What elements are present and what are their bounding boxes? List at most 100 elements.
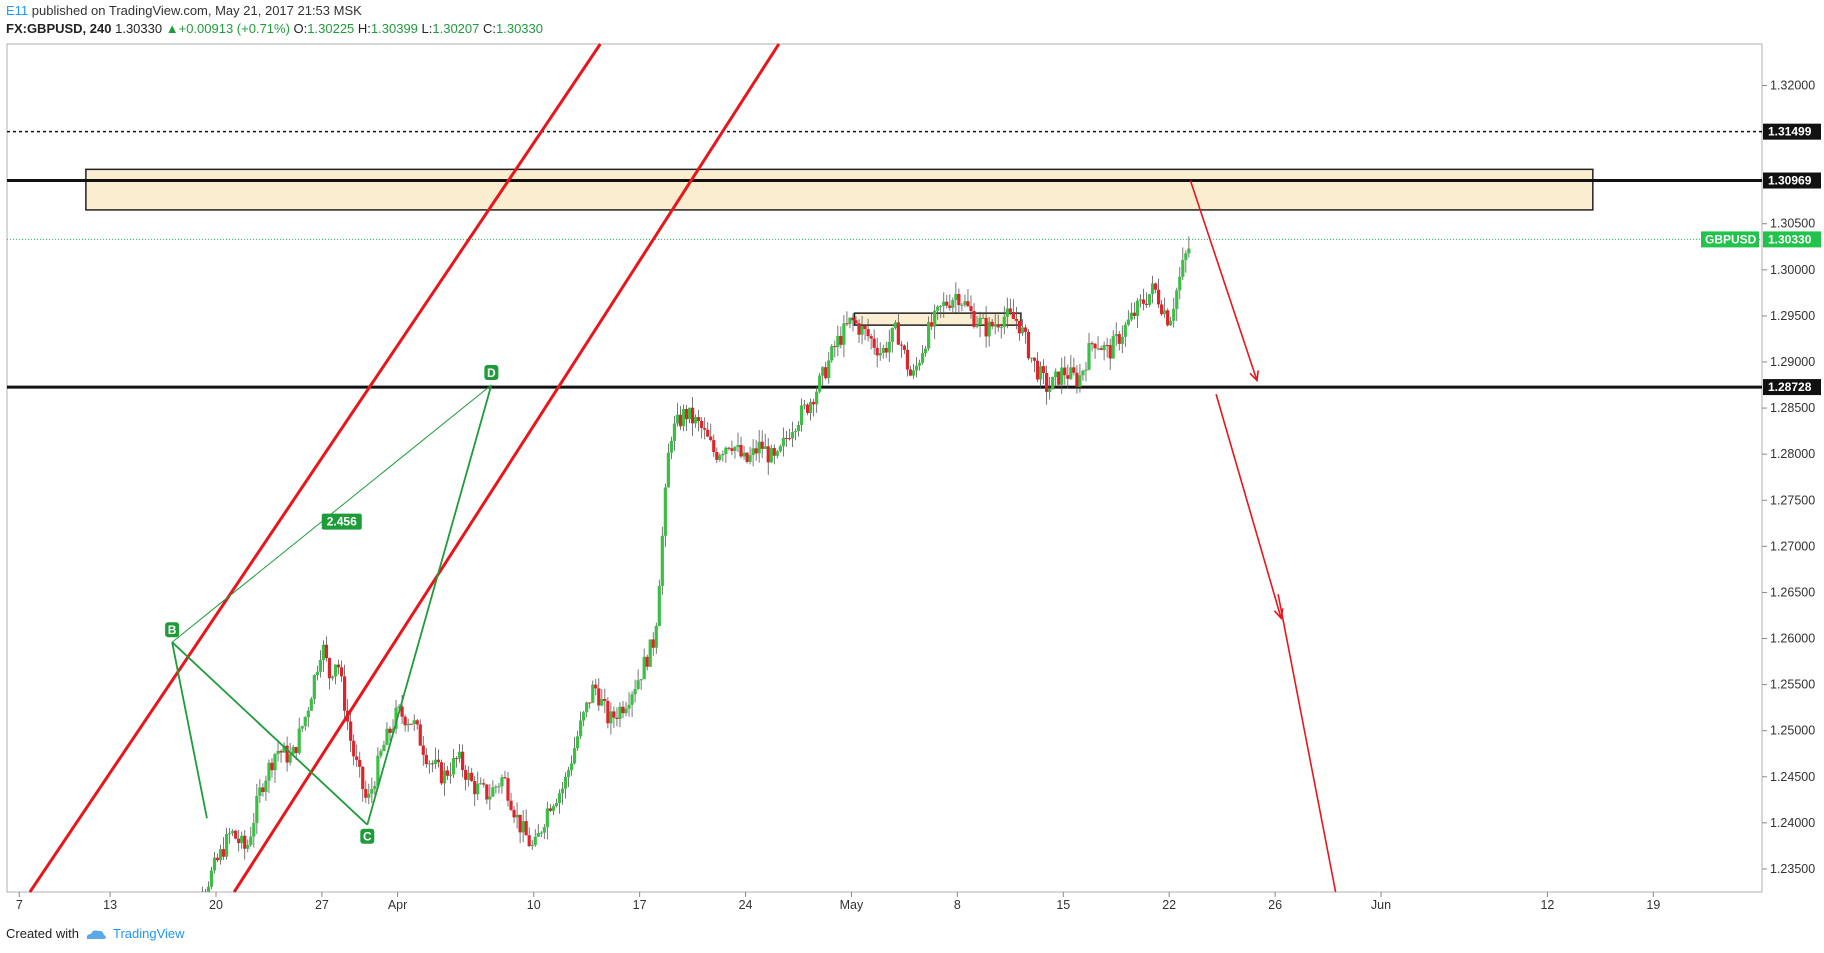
candle-up[interactable]: [218, 849, 223, 861]
candle-up[interactable]: [382, 744, 386, 752]
candle-up[interactable]: [273, 754, 277, 771]
candle-down[interactable]: [745, 452, 749, 462]
candle-up[interactable]: [600, 698, 604, 706]
candle-up[interactable]: [1187, 248, 1191, 254]
candle-up[interactable]: [672, 423, 677, 441]
candle-up[interactable]: [660, 535, 664, 586]
candle-up[interactable]: [321, 644, 326, 661]
candle-up[interactable]: [975, 324, 979, 327]
candle-up[interactable]: [309, 698, 313, 711]
candle-down[interactable]: [1099, 348, 1103, 351]
candle-up[interactable]: [1129, 312, 1133, 320]
candle-down[interactable]: [409, 723, 413, 725]
candle-up[interactable]: [887, 341, 891, 353]
candle-up[interactable]: [591, 684, 595, 703]
candle-up[interactable]: [397, 706, 401, 708]
candle-down[interactable]: [1141, 299, 1146, 304]
candle-down[interactable]: [215, 857, 220, 861]
candle-up[interactable]: [648, 639, 652, 667]
candle-up[interactable]: [451, 757, 456, 775]
candle-down[interactable]: [424, 754, 428, 765]
candle-down[interactable]: [606, 700, 610, 724]
candle-up[interactable]: [796, 425, 801, 432]
candle-down[interactable]: [597, 688, 601, 706]
candle-up[interactable]: [579, 720, 583, 737]
candle-up[interactable]: [585, 702, 589, 713]
candle-up[interactable]: [255, 795, 259, 823]
candle-up[interactable]: [914, 365, 919, 371]
candle-down[interactable]: [833, 346, 837, 348]
candle-down[interactable]: [866, 329, 870, 337]
candle-up[interactable]: [267, 762, 271, 781]
candle-up[interactable]: [860, 325, 864, 335]
candle-up[interactable]: [1060, 367, 1064, 385]
candle-up[interactable]: [748, 455, 752, 462]
candle-down[interactable]: [506, 778, 510, 801]
candle-down[interactable]: [221, 849, 226, 857]
channel-upper-line[interactable]: [28, 43, 602, 893]
candle-up[interactable]: [373, 785, 377, 789]
candle-down[interactable]: [1105, 345, 1109, 347]
upper-supply-zone[interactable]: [85, 168, 1594, 211]
candle-up[interactable]: [488, 796, 492, 800]
candle-down[interactable]: [400, 706, 404, 717]
candle-down[interactable]: [1160, 304, 1164, 315]
candle-up[interactable]: [827, 360, 831, 379]
candle-up[interactable]: [954, 293, 958, 301]
candle-up[interactable]: [1069, 367, 1073, 379]
candle-up[interactable]: [500, 777, 504, 787]
candle-down[interactable]: [957, 293, 961, 306]
candle-up[interactable]: [582, 712, 586, 721]
candle-down[interactable]: [509, 800, 513, 810]
candle-up[interactable]: [818, 375, 822, 392]
candle-down[interactable]: [473, 781, 477, 795]
candle-up[interactable]: [963, 301, 967, 305]
tradingview-link[interactable]: TradingView: [112, 926, 185, 941]
candle-up[interactable]: [751, 448, 755, 456]
candle-down[interactable]: [1063, 367, 1067, 376]
candle-up[interactable]: [639, 679, 643, 681]
candle-up[interactable]: [799, 405, 804, 426]
candle-up[interactable]: [757, 441, 761, 454]
candle-down[interactable]: [615, 717, 619, 719]
candle-down[interactable]: [237, 838, 241, 844]
candle-up[interactable]: [545, 808, 549, 828]
candle-up[interactable]: [993, 324, 997, 327]
candle-up[interactable]: [530, 845, 534, 847]
candle-up[interactable]: [1102, 345, 1106, 351]
candle-down[interactable]: [548, 808, 552, 811]
candle-down[interactable]: [1117, 334, 1121, 344]
candle-down[interactable]: [485, 784, 489, 800]
candle-down[interactable]: [1108, 345, 1112, 359]
candle-down[interactable]: [512, 809, 516, 818]
candle-down[interactable]: [336, 664, 341, 668]
candle-up[interactable]: [663, 487, 667, 536]
candle-up[interactable]: [303, 717, 307, 727]
candle-down[interactable]: [403, 716, 407, 726]
candle-up[interactable]: [1029, 357, 1034, 359]
candle-up[interactable]: [666, 452, 670, 488]
candle-down[interactable]: [884, 347, 888, 353]
candle-up[interactable]: [1038, 366, 1043, 380]
projection-arrow[interactable]: [1215, 394, 1282, 619]
candle-up[interactable]: [742, 452, 746, 457]
candle-up[interactable]: [288, 754, 292, 763]
candle-up[interactable]: [433, 759, 437, 765]
candle-up[interactable]: [330, 676, 335, 679]
candle-up[interactable]: [923, 348, 928, 354]
candle-down[interactable]: [709, 436, 713, 441]
candle-down[interactable]: [1144, 303, 1149, 305]
candle-up[interactable]: [927, 322, 931, 349]
candle-up[interactable]: [633, 688, 637, 695]
candle-down[interactable]: [294, 747, 298, 754]
candle-down[interactable]: [436, 759, 441, 763]
pattern-leg[interactable]: [366, 384, 493, 825]
candle-up[interactable]: [572, 748, 577, 764]
candle-down[interactable]: [358, 759, 362, 767]
candle-up[interactable]: [960, 304, 964, 306]
candle-down[interactable]: [1045, 373, 1049, 392]
candle-up[interactable]: [763, 446, 767, 449]
candle-up[interactable]: [802, 404, 807, 406]
candle-down[interactable]: [984, 317, 988, 337]
candle-up[interactable]: [1081, 370, 1085, 376]
